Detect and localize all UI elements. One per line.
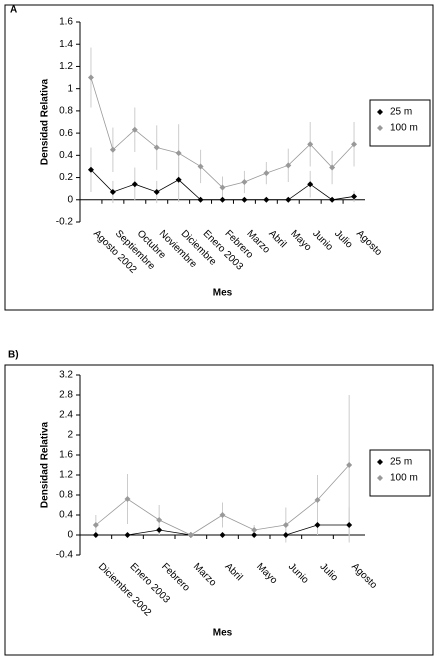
x-tick-label: Agosto [354,228,384,258]
data-point [153,189,160,195]
data-point [187,532,194,538]
data-point [92,532,99,538]
y-tick-label: 0.8 [59,106,73,117]
y-tick-label: 0 [67,194,73,205]
data-point [92,522,99,528]
data-point [241,179,248,185]
data-point [131,126,138,133]
data-point [285,162,292,169]
chart-frame [4,4,434,311]
data-point [251,532,258,538]
data-point [124,496,131,502]
x-axis-title: Mes [213,288,233,299]
data-point [314,497,321,503]
data-point [251,527,258,533]
data-point [124,532,131,538]
data-point [307,181,314,188]
x-tick-label: Junio [286,561,311,586]
y-tick-label: 1.2 [59,470,73,481]
data-point [307,141,314,148]
data-point [314,522,321,528]
data-point [156,527,163,533]
y-tick-label: 1.6 [59,450,73,461]
y-tick-label: 1.6 [59,17,73,28]
data-point [329,196,336,203]
legend-marker [377,109,383,115]
x-tick-label: Mayo [288,228,313,253]
y-tick-label: 0.6 [59,128,73,139]
x-tick-label: Julio [318,561,341,584]
x-tick-label: Julio [332,228,355,251]
legend-label: 100 m [390,473,418,484]
data-point [175,150,182,157]
data-point [156,517,163,523]
y-tick-label: 0.2 [59,172,73,183]
legend-marker [377,475,383,481]
y-tick-label: 3.2 [59,370,73,381]
data-point [197,196,204,203]
legend-box [369,99,431,147]
y-tick-label: 0 [67,530,73,541]
y-tick-label: 0.4 [59,510,73,521]
data-point [351,193,358,200]
panel-label: B) [8,350,19,361]
legend-label: 25 m [390,457,412,468]
y-tick-label: 2.4 [59,410,73,421]
y-tick-label: -0.4 [56,550,74,561]
y-tick-label: -0.2 [56,217,74,228]
data-point [87,74,94,81]
data-point [153,144,160,151]
chart-frame [4,364,434,656]
data-point [219,184,226,191]
legend-label: 25 m [390,107,412,118]
data-point [131,181,138,188]
data-point [241,196,248,203]
y-tick-label: 2 [67,430,73,441]
x-tick-label: Agosto [349,561,379,591]
y-axis-title: Densidad Relativa [40,421,51,508]
legend-box [369,449,431,497]
data-point [346,462,353,468]
data-point [109,146,116,153]
y-tick-label: 1.4 [59,39,73,50]
y-tick-label: 2.8 [59,390,73,401]
data-point [263,196,270,203]
data-point [87,166,94,173]
data-point [329,164,336,171]
series-line [90,77,355,188]
x-tick-label: Mayo [254,561,279,586]
data-point [282,522,289,528]
legend-marker [377,459,383,465]
data-point [282,532,289,538]
data-point [219,512,226,518]
y-tick-label: 1 [67,83,73,94]
y-tick-label: 0.8 [59,490,73,501]
data-point [263,170,270,177]
data-point [351,141,358,148]
x-tick-label: Abril [223,561,245,583]
data-point [109,189,116,195]
data-point [197,163,204,170]
y-tick-label: 1.2 [59,61,73,72]
y-tick-label: 0.4 [59,150,73,161]
panel-label: A [10,5,17,16]
x-axis-title: Mes [213,628,233,639]
data-point [219,532,226,538]
data-point [219,196,226,203]
legend-marker [377,125,383,131]
x-tick-label: Marzo [191,561,219,589]
data-point [346,522,353,528]
y-axis-title: Densidad Relativa [40,78,51,165]
legend-label: 100 m [390,123,418,134]
x-tick-label: Junio [310,228,335,253]
data-point [175,176,182,183]
data-point [285,196,292,203]
